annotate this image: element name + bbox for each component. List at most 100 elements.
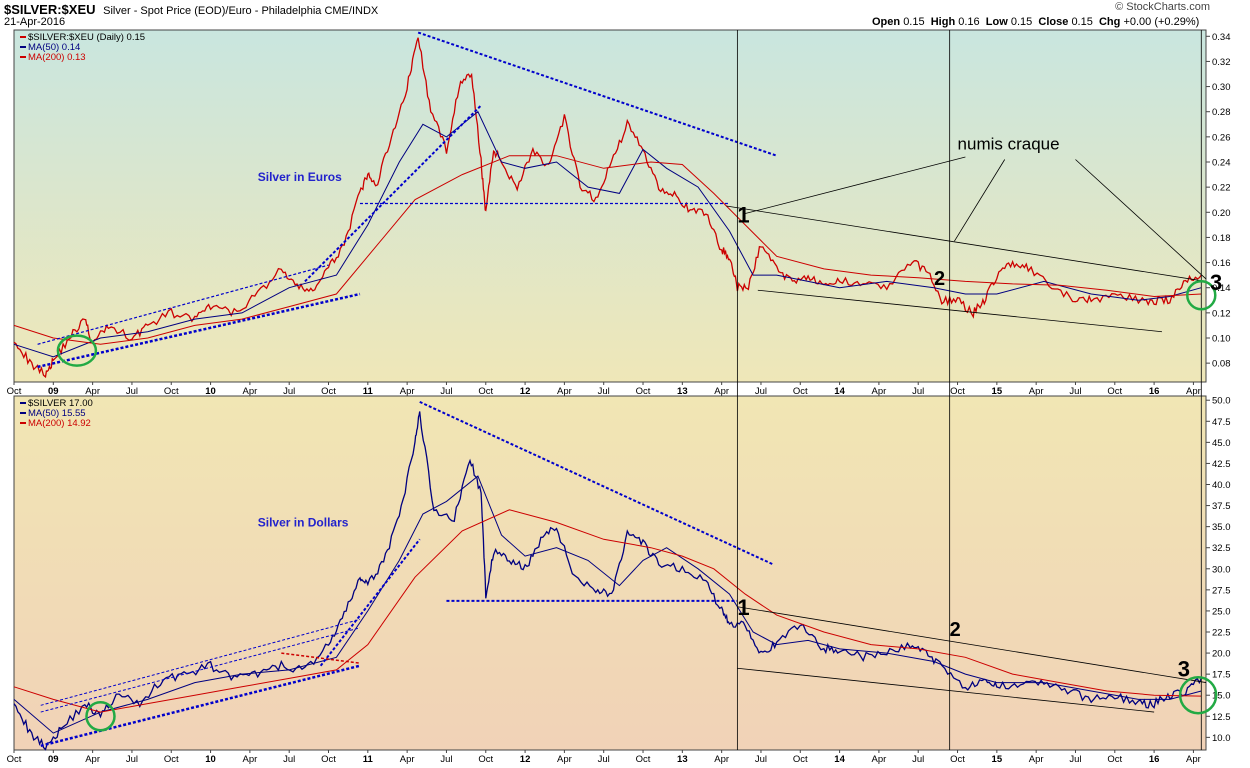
x-tick-label-euro: 15: [992, 386, 1003, 397]
x-tick-label-usd: Jul: [598, 754, 610, 765]
x-tick-label-usd: Jul: [283, 754, 295, 765]
plot-area-usd: [13, 395, 1207, 751]
highlight-circle-2: [1186, 280, 1217, 311]
euro-channel-upper: [37, 264, 329, 345]
x-tick-label-usd: Oct: [478, 754, 493, 765]
y-tick-label-euro: 0.34: [1212, 32, 1231, 43]
legend-entry-euro: MA(200) 0.13: [28, 52, 86, 63]
ohlc-readout: Open 0.15 High 0.16 Low 0.15 Close 0.15 …: [872, 16, 1200, 28]
series-line-euro-1: [13, 110, 1202, 358]
x-tick-label-euro: Jul: [1069, 386, 1081, 397]
mark-3-usd: 3: [1178, 657, 1190, 682]
y-tick-label-usd: 10.0: [1212, 733, 1231, 744]
x-tick-label-usd: Apr: [85, 754, 100, 765]
x-tick-label-euro: Jul: [283, 386, 295, 397]
chart-title: $SILVER:$XEU Silver - Spot Price (EOD)/E…: [4, 2, 378, 17]
mark-2-usd: 2: [950, 619, 961, 641]
x-tick-label-euro: Apr: [872, 386, 887, 397]
mark-3-euro: 3: [1210, 270, 1222, 295]
highlight-circle-4: [1178, 675, 1218, 715]
x-tick-label-euro: Oct: [950, 386, 965, 397]
y-tick-label-euro: 0.28: [1212, 107, 1231, 118]
x-tick-label-usd: Jul: [1069, 754, 1081, 765]
x-tick-label-euro: Apr: [85, 386, 100, 397]
euro-channel-bottom: [757, 289, 1163, 333]
x-tick-label-usd: Oct: [793, 754, 808, 765]
x-tick-label-euro: Apr: [400, 386, 415, 397]
chart-date: 21-Apr-2016: [4, 16, 66, 28]
euro-label: Silver in Euros: [258, 170, 342, 184]
highlight-circle-1: [56, 334, 98, 367]
series-line-usd-1: [13, 475, 1202, 734]
mark-2-euro: 2: [934, 268, 945, 290]
x-tick-label-usd: Apr: [557, 754, 572, 765]
y-tick-label-euro: 0.30: [1212, 82, 1231, 93]
x-tick-label-usd: Jul: [755, 754, 767, 765]
plot-area-euro: [13, 29, 1207, 383]
usd-channel-upper-a: [40, 627, 361, 713]
usd-uptrend-steep: [319, 538, 421, 667]
usd-red-segment: [281, 652, 361, 664]
x-tick-label-usd: 14: [834, 754, 845, 765]
x-tick-label-usd: 09: [48, 754, 59, 765]
x-tick-label-euro: Oct: [793, 386, 808, 397]
x-tick-label-euro: Oct: [164, 386, 179, 397]
y-tick-label-usd: 40.0: [1212, 480, 1231, 491]
x-tick-label-usd: Jul: [440, 754, 452, 765]
y-tick-label-usd: 42.5: [1212, 459, 1231, 470]
usd-channel-bottom: [737, 667, 1155, 713]
y-tick-label-usd: 17.5: [1212, 670, 1231, 681]
y-tick-label-euro: 0.32: [1212, 57, 1231, 68]
euro-channel-top: [726, 205, 1207, 282]
brand-mark: © StockCharts.com: [1115, 1, 1210, 13]
mark-1-usd: 1: [737, 595, 749, 620]
x-tick-label-usd: 13: [677, 754, 688, 765]
x-tick-label-euro: 13: [677, 386, 688, 397]
legend-entry-usd: MA(200) 14.92: [28, 418, 91, 429]
euro-channel-lower: [37, 292, 361, 369]
x-tick-label-euro: Oct: [7, 386, 22, 397]
y-tick-label-euro: 0.14: [1212, 283, 1231, 294]
x-tick-label-euro: Jul: [912, 386, 924, 397]
x-tick-label-euro: 12: [520, 386, 531, 397]
x-tick-label-usd: Apr: [242, 754, 257, 765]
y-tick-label-usd: 32.5: [1212, 543, 1231, 554]
x-tick-label-euro: Oct: [636, 386, 651, 397]
x-tick-label-usd: Oct: [950, 754, 965, 765]
description: Silver - Spot Price (EOD)/Euro - Philade…: [103, 5, 379, 17]
y-tick-label-euro: 0.26: [1212, 132, 1231, 143]
x-tick-label-euro: Apr: [714, 386, 729, 397]
x-tick-label-euro: 16: [1149, 386, 1160, 397]
y-tick-label-euro: 0.16: [1212, 258, 1231, 269]
y-tick-label-euro: 0.18: [1212, 233, 1231, 244]
x-tick-label-usd: Oct: [7, 754, 22, 765]
usd-channel-upper-b: [40, 618, 361, 706]
x-tick-label-euro: Jul: [598, 386, 610, 397]
y-tick-label-usd: 30.0: [1212, 564, 1231, 575]
x-tick-label-usd: 10: [205, 754, 216, 765]
x-tick-label-usd: Oct: [164, 754, 179, 765]
y-tick-label-usd: 45.0: [1212, 438, 1231, 449]
legend-entry-euro: $SILVER:$XEU (Daily) 0.15: [28, 32, 145, 43]
x-tick-label-euro: 11: [363, 386, 374, 397]
x-tick-label-usd: Jul: [912, 754, 924, 765]
x-tick-label-euro: 14: [834, 386, 845, 397]
x-tick-label-euro: Jul: [755, 386, 767, 397]
x-tick-label-usd: 15: [992, 754, 1003, 765]
x-tick-label-euro: Oct: [1107, 386, 1122, 397]
x-tick-label-usd: Jul: [126, 754, 138, 765]
y-tick-label-euro: 0.20: [1212, 208, 1231, 219]
numis-pointer-1: [745, 156, 966, 214]
x-tick-label-euro: 09: [48, 386, 59, 397]
x-tick-label-euro: Oct: [478, 386, 493, 397]
y-tick-label-euro: 0.08: [1212, 359, 1231, 370]
y-tick-label-usd: 47.5: [1212, 417, 1231, 428]
y-tick-label-usd: 35.0: [1212, 522, 1231, 533]
usd-label: Silver in Dollars: [258, 516, 349, 530]
numis-annotation: numis craque: [958, 134, 1060, 153]
y-tick-label-usd: 20.0: [1212, 649, 1231, 660]
x-tick-label-usd: Apr: [872, 754, 887, 765]
series-line-usd-2: [13, 509, 1202, 713]
legend-entry-usd: $SILVER 17.00: [28, 398, 93, 409]
x-tick-label-usd: Apr: [400, 754, 415, 765]
